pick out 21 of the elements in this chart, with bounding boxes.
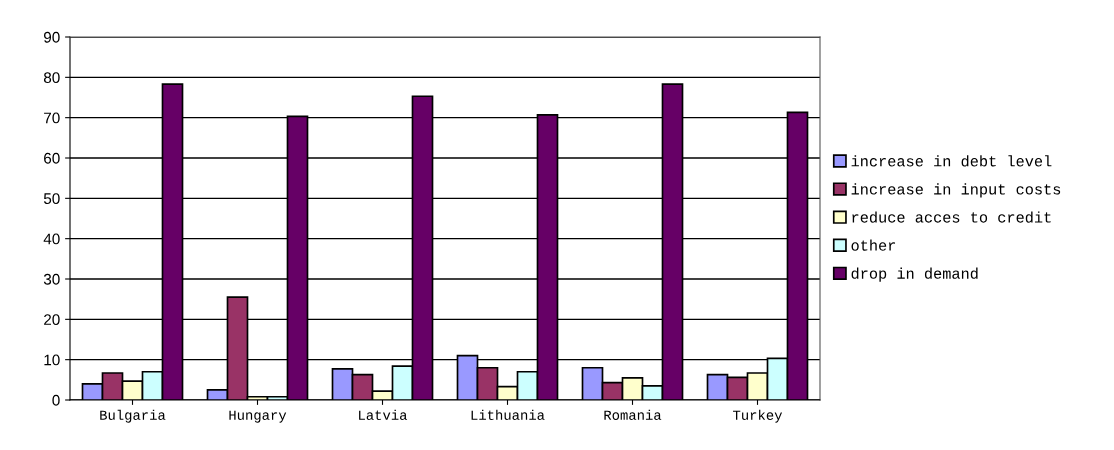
- legend-label: increase in debt level: [851, 155, 1052, 167]
- y-tick-label: 50: [43, 193, 60, 205]
- y-tick-label: 20: [44, 314, 60, 326]
- y-tick-label: 80: [43, 72, 60, 84]
- y-tick-label: 0: [52, 394, 60, 406]
- x-tick-label: Turkey: [733, 409, 783, 423]
- legend-label: increase in input costs: [851, 183, 1061, 198]
- x-tick-label: Romania: [604, 409, 662, 420]
- legend-label: drop in demand: [851, 267, 978, 282]
- x-tick-label: Bulgaria: [100, 409, 166, 423]
- y-tick-label: 30: [43, 273, 60, 285]
- x-tick-label: Latvia: [359, 409, 408, 420]
- legend-label: reduce acces to credit: [852, 211, 1051, 223]
- y-tick-label: 70: [44, 112, 60, 124]
- y-tick-label: 10: [44, 354, 60, 366]
- legend-label: other: [851, 239, 896, 251]
- y-tick-label: 60: [44, 152, 60, 164]
- y-tick-label: 90: [44, 31, 60, 43]
- y-tick-label: 40: [43, 233, 60, 245]
- x-tick-label: Lithuania: [471, 409, 545, 420]
- x-tick-label: Hungary: [229, 410, 287, 423]
